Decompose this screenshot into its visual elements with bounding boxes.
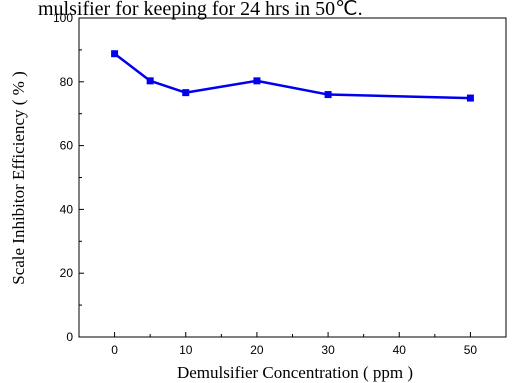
figure-caption: mulsifier for keeping for 24 hrs in 50℃. <box>38 0 363 20</box>
y-axis-label: Scale Inhibitor Efficiency ( % ) <box>9 71 28 285</box>
y-tick-label: 60 <box>60 139 74 153</box>
x-tick-label: 40 <box>393 343 407 357</box>
x-axis-label: Demulsifier Concentration ( ppm ) <box>177 363 413 382</box>
x-tick-label: 20 <box>250 343 264 357</box>
data-point-marker <box>182 89 190 97</box>
x-axis-ticks: 0 10 20 30 40 50 <box>78 332 507 357</box>
y-tick-label: 80 <box>60 75 74 89</box>
series-line <box>113 52 471 100</box>
y-tick-label: 20 <box>60 266 74 280</box>
y-tick-label: 0 <box>66 330 73 344</box>
data-point-marker <box>466 94 474 102</box>
plot-frame <box>78 17 507 338</box>
data-point-marker <box>253 77 261 85</box>
data-point-marker <box>146 77 154 85</box>
x-tick-label: 50 <box>464 343 478 357</box>
y-axis-ticks: 0 20 40 60 80 100 <box>53 11 84 344</box>
x-tick-label: 30 <box>321 343 335 357</box>
data-point-marker <box>324 91 332 99</box>
series-layer <box>111 50 474 102</box>
x-tick-label: 0 <box>111 343 118 357</box>
y-tick-label: 40 <box>60 202 74 216</box>
data-point-marker <box>111 50 119 58</box>
y-tick-label: 100 <box>53 11 73 25</box>
x-tick-label: 10 <box>179 343 193 357</box>
